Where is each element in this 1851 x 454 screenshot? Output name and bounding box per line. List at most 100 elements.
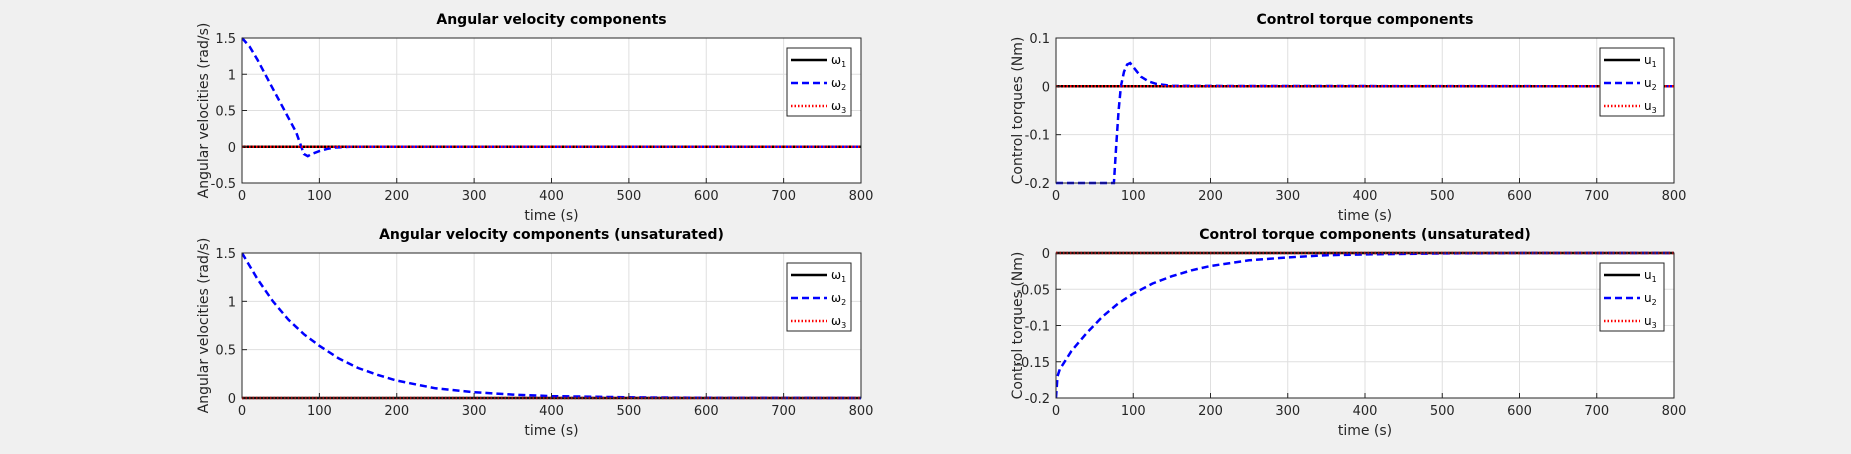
legend-symbol: u bbox=[1644, 53, 1652, 67]
x-tick-label: 200 bbox=[384, 189, 409, 204]
y-axis-label: Angular velocities (rad/s) bbox=[196, 23, 212, 199]
series-line-ω2 bbox=[242, 37, 861, 158]
y-tick-label: -0.15 bbox=[1016, 356, 1050, 371]
legend-subscript: 1 bbox=[841, 275, 846, 284]
x-tick-label: 800 bbox=[1662, 404, 1687, 419]
x-tick-label: 400 bbox=[1353, 189, 1378, 204]
chart-title: Angular velocity components bbox=[436, 12, 666, 28]
legend-label: u1 bbox=[1644, 268, 1657, 284]
y-tick-label: -0.2 bbox=[1025, 177, 1050, 192]
x-tick-label: 600 bbox=[694, 404, 719, 419]
legend-symbol: ω bbox=[831, 53, 841, 67]
x-tick-label: 600 bbox=[694, 189, 719, 204]
legend-label: ω3 bbox=[831, 314, 846, 330]
y-tick-label: -0.1 bbox=[1025, 320, 1050, 335]
legend-subscript: 2 bbox=[1652, 83, 1657, 92]
x-tick-label: 500 bbox=[1430, 404, 1455, 419]
x-tick-label: 700 bbox=[1584, 189, 1609, 204]
y-tick-label: 0.1 bbox=[1029, 32, 1050, 47]
x-tick-label: 800 bbox=[849, 189, 874, 204]
y-axis-label: Control torques (Nm) bbox=[1010, 37, 1026, 185]
y-tick-label: -0.05 bbox=[1016, 283, 1050, 298]
legend-subscript: 1 bbox=[1652, 275, 1657, 284]
legend-subscript: 3 bbox=[1652, 106, 1657, 115]
x-tick-label: 100 bbox=[307, 189, 332, 204]
legend-symbol: ω bbox=[831, 268, 841, 282]
series-line-ω2 bbox=[242, 252, 861, 400]
y-axis-label: Control torques (Nm) bbox=[1010, 252, 1026, 400]
x-tick-label: 400 bbox=[539, 189, 564, 204]
y-tick-label: 1.5 bbox=[215, 32, 236, 47]
x-tick-label: 700 bbox=[771, 189, 796, 204]
chart-title: Angular velocity components (unsaturated… bbox=[379, 227, 724, 243]
legend-label: u2 bbox=[1644, 76, 1657, 92]
legend-subscript: 1 bbox=[1652, 60, 1657, 69]
y-tick-label: 0.5 bbox=[215, 344, 236, 359]
x-tick-label: 300 bbox=[1275, 189, 1300, 204]
legend-subscript: 3 bbox=[841, 321, 846, 330]
x-tick-label: 300 bbox=[1275, 404, 1300, 419]
x-tick-label: 400 bbox=[1353, 404, 1378, 419]
y-axis-label: Angular velocities (rad/s) bbox=[196, 238, 212, 414]
x-tick-label: 800 bbox=[1662, 189, 1687, 204]
x-tick-label: 600 bbox=[1507, 404, 1532, 419]
chart-4: 0 100 200 300 400 500 600 700 800 -0.2 -0.15 -0.1 -0… bbox=[1010, 227, 1686, 439]
x-tick-label: 0 bbox=[1052, 189, 1060, 204]
y-tick-label: 0 bbox=[1042, 80, 1050, 95]
x-tick-label: 0 bbox=[238, 404, 246, 419]
y-tick-label: 1 bbox=[228, 295, 236, 310]
y-tick-label: 0 bbox=[228, 392, 236, 407]
legend-symbol: ω bbox=[831, 99, 841, 113]
x-tick-label: 200 bbox=[384, 404, 409, 419]
chart-title: Control torque components bbox=[1257, 12, 1474, 28]
x-tick-label: 100 bbox=[307, 404, 332, 419]
x-tick-label: 500 bbox=[616, 404, 641, 419]
y-tick-label: 0 bbox=[1042, 247, 1050, 262]
y-tick-label: 1 bbox=[228, 68, 236, 83]
x-tick-label: 500 bbox=[616, 189, 641, 204]
legend-label: ω2 bbox=[831, 76, 846, 92]
legend-symbol: ω bbox=[831, 314, 841, 328]
series-line-u2 bbox=[1056, 61, 1674, 185]
x-tick-label: 500 bbox=[1430, 189, 1455, 204]
legend-subscript: 2 bbox=[841, 298, 846, 307]
y-tick-label: 1.5 bbox=[215, 247, 236, 262]
x-tick-label: 700 bbox=[1584, 404, 1609, 419]
legend-subscript: 3 bbox=[1652, 321, 1657, 330]
legend-label: ω3 bbox=[831, 99, 846, 115]
legend-label: ω1 bbox=[831, 268, 846, 284]
x-axis-label: time (s) bbox=[1338, 423, 1392, 439]
x-axis-label: time (s) bbox=[524, 423, 578, 439]
legend-subscript: 2 bbox=[1652, 298, 1657, 307]
legend-label: ω2 bbox=[831, 291, 846, 307]
legend-subscript: 3 bbox=[841, 106, 846, 115]
x-tick-label: 800 bbox=[849, 404, 874, 419]
y-tick-label: -0.2 bbox=[1025, 392, 1050, 407]
chart-3: 0 100 200 300 400 500 600 700 80000.511.5Angular… bbox=[196, 227, 873, 439]
y-tick-label: 0.5 bbox=[215, 105, 236, 120]
x-tick-label: 700 bbox=[771, 404, 796, 419]
x-tick-label: 200 bbox=[1198, 189, 1223, 204]
legend-symbol: u bbox=[1644, 99, 1652, 113]
y-tick-label: 0 bbox=[228, 141, 236, 156]
series-line-u2 bbox=[1056, 251, 1674, 399]
legend-label: u3 bbox=[1644, 99, 1657, 115]
x-tick-label: 100 bbox=[1121, 404, 1146, 419]
legend-subscript: 2 bbox=[841, 83, 846, 92]
legend-label: ω1 bbox=[831, 53, 846, 69]
x-tick-label: 0 bbox=[238, 189, 246, 204]
legend-subscript: 1 bbox=[841, 60, 846, 69]
x-tick-label: 0 bbox=[1052, 404, 1060, 419]
chart-2: 0 100 200 300 400 500 600 700 800-0.2-0.100.1Con… bbox=[1010, 12, 1686, 224]
legend-symbol: u bbox=[1644, 76, 1652, 90]
x-axis-label: time (s) bbox=[1338, 208, 1392, 224]
x-tick-label: 600 bbox=[1507, 189, 1532, 204]
x-tick-label: 200 bbox=[1198, 404, 1223, 419]
x-axis-label: time (s) bbox=[524, 208, 578, 224]
legend-label: u3 bbox=[1644, 314, 1657, 330]
